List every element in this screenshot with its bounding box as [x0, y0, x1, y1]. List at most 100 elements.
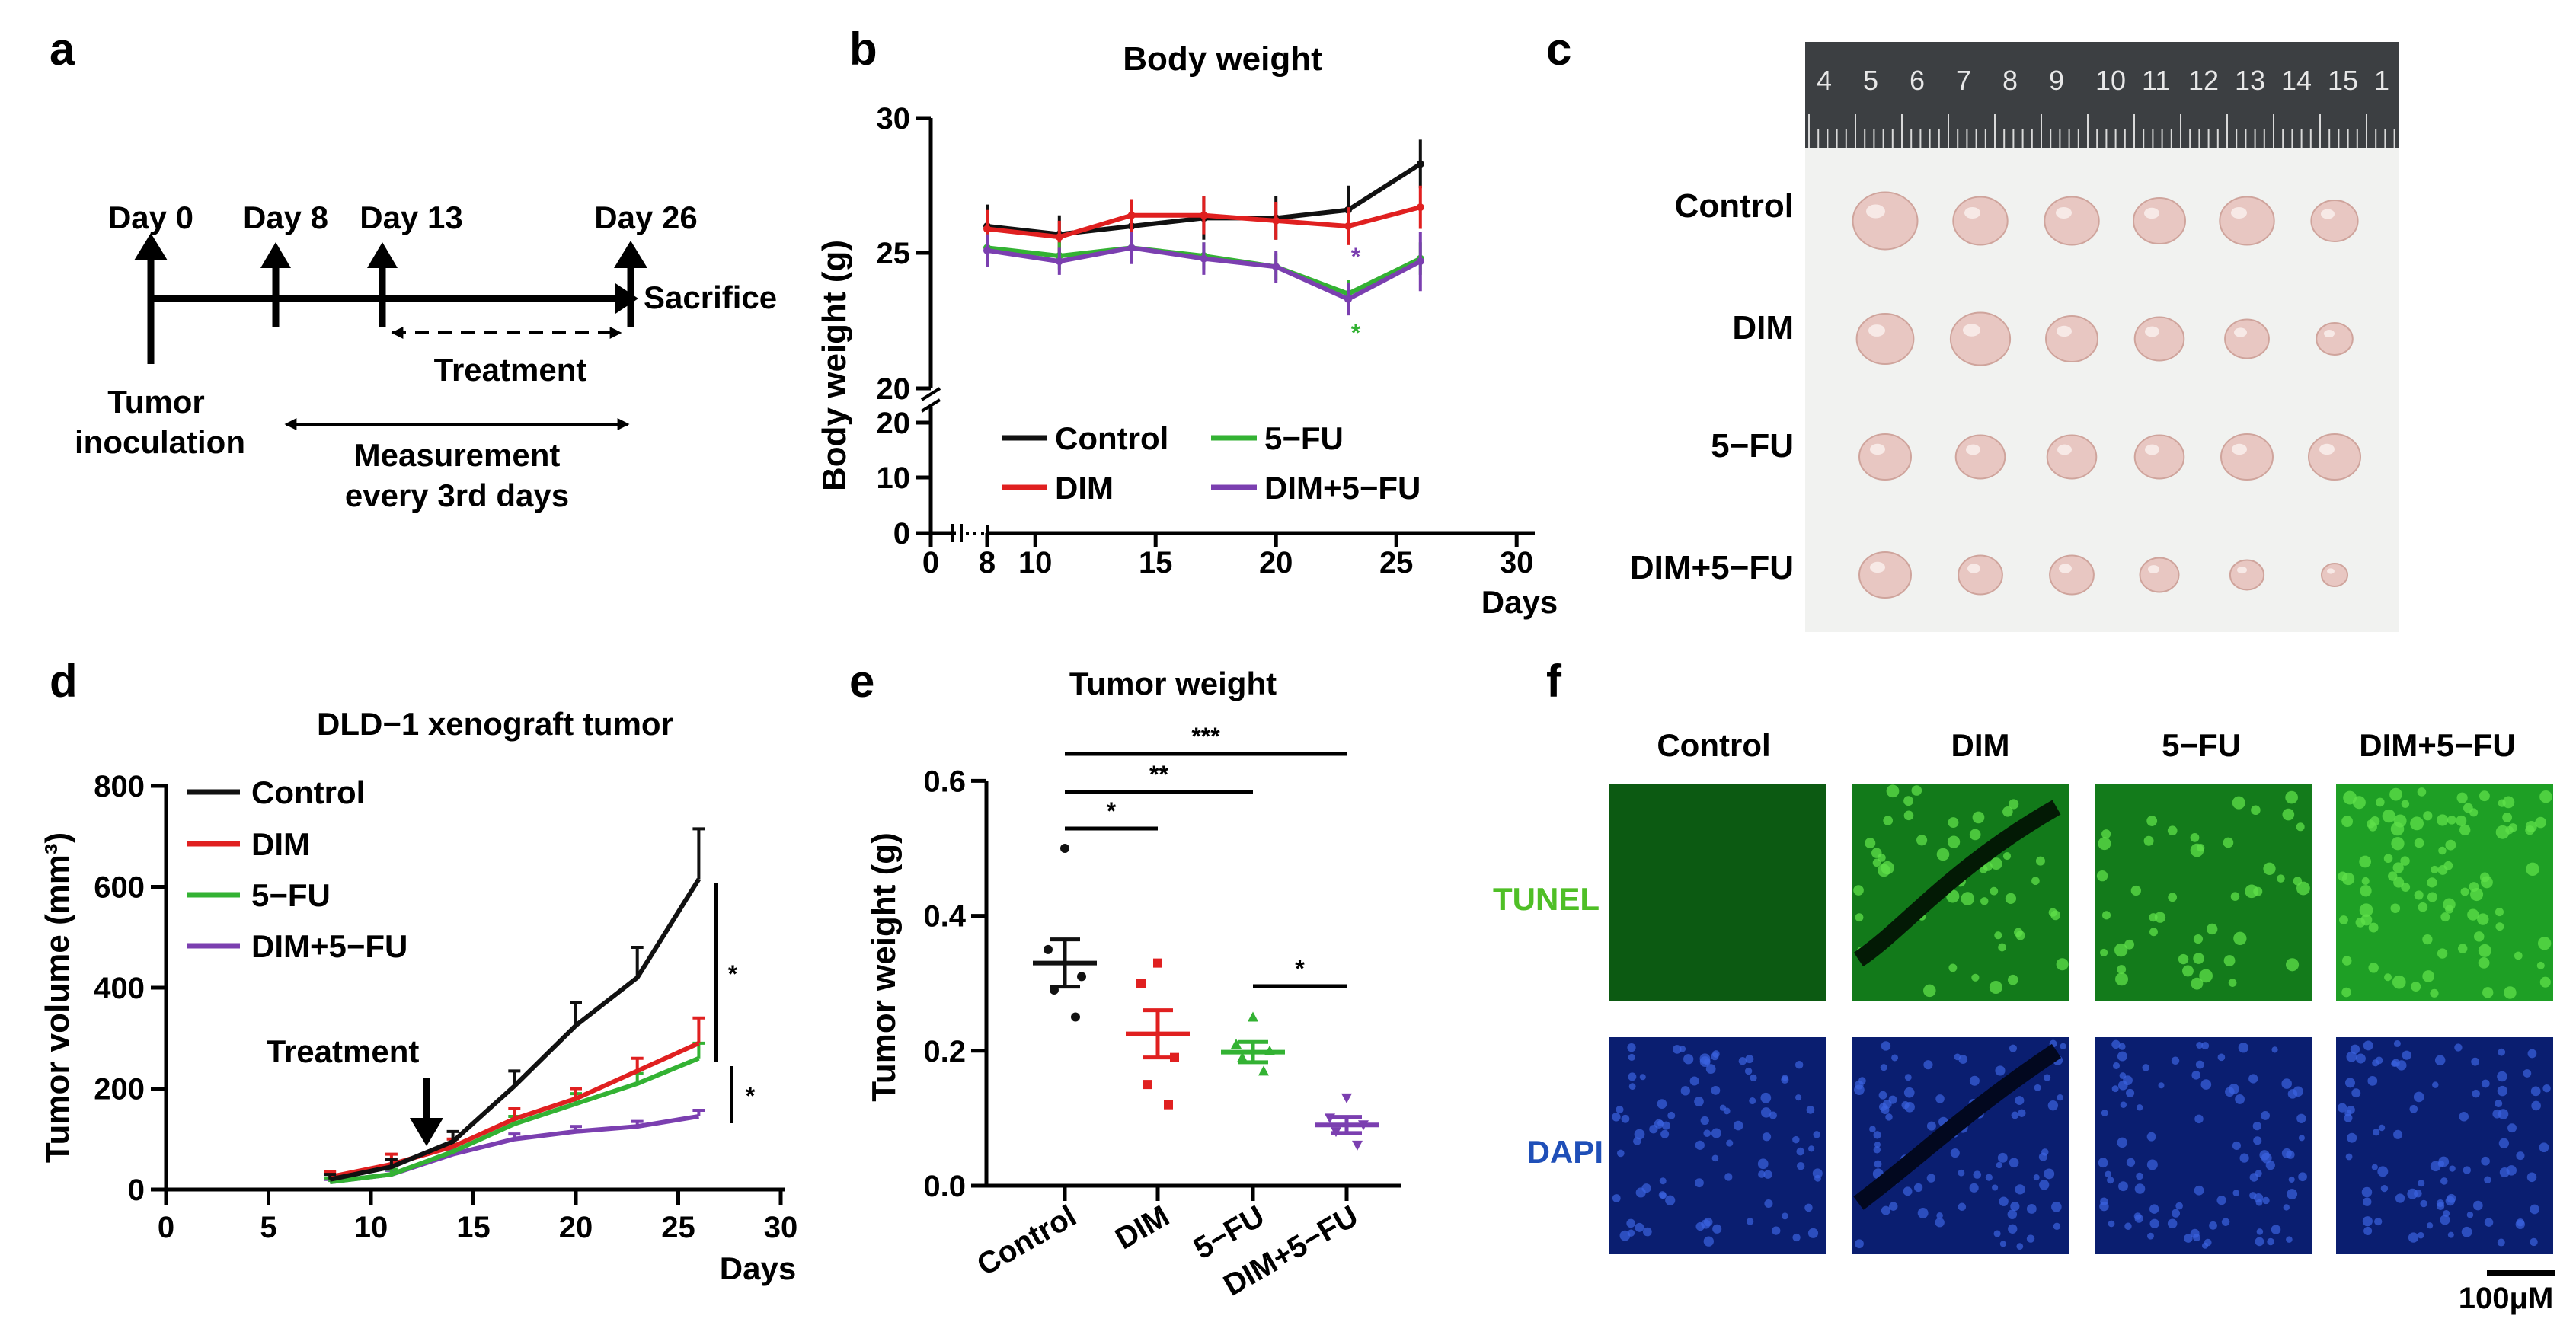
- tumor-highlight: [1868, 324, 1885, 337]
- dapi-nucleus: [1855, 1239, 1864, 1249]
- chart-b-axis-break-icon: [920, 398, 941, 413]
- dapi-nucleus: [2126, 1088, 2135, 1097]
- tunel-cell: [2508, 823, 2518, 832]
- dapi-nucleus: [1695, 1221, 1705, 1231]
- chart-e-point: [1164, 1100, 1173, 1110]
- dapi-nucleus: [2449, 1165, 2456, 1172]
- dapi-nucleus: [1689, 1076, 1699, 1086]
- dapi-nucleus: [1880, 1064, 1887, 1071]
- tunel-cell: [2427, 877, 2437, 888]
- tunel-cell: [1865, 838, 1876, 849]
- tumor-sample: [2321, 563, 2348, 587]
- dapi-nucleus: [1711, 1085, 1721, 1095]
- dapi-nucleus: [1724, 1173, 1733, 1181]
- dapi-nucleus: [2499, 1167, 2510, 1177]
- chart-b-ytick-label: 30: [877, 102, 911, 136]
- dapi-nucleus: [2507, 1123, 2517, 1133]
- chart-b-point: [1272, 263, 1280, 271]
- tumor-highlight: [1870, 443, 1885, 455]
- dapi-nucleus: [2201, 1042, 2210, 1050]
- legend-dim: DIM: [1055, 470, 1114, 506]
- dapi-nucleus: [1792, 1233, 1801, 1242]
- dapi-nucleus: [2530, 1086, 2541, 1097]
- tunel-cell: [2495, 908, 2504, 917]
- dapi-nucleus: [2420, 1199, 2427, 1208]
- tunel-cell: [2383, 854, 2393, 864]
- panel-label-b: b: [849, 24, 877, 75]
- tunel-cell: [1903, 810, 1914, 821]
- dapi-nucleus: [2498, 1048, 2506, 1056]
- dapi-nucleus: [2530, 1237, 2538, 1247]
- tunel-cell: [2223, 955, 2236, 966]
- dapi-nucleus: [2253, 1136, 2262, 1145]
- ruler-number: 15: [2328, 65, 2358, 96]
- dapi-nucleus: [2060, 1043, 2066, 1049]
- ruler-number: 11: [2142, 65, 2170, 96]
- dapi-nucleus: [2146, 1159, 2158, 1170]
- dapi-nucleus: [2026, 1234, 2035, 1243]
- tunel-cell: [2392, 862, 2404, 873]
- chart-b-point: [1055, 257, 1063, 266]
- dapi-nucleus: [2466, 1212, 2474, 1218]
- dapi-nucleus: [2296, 1113, 2306, 1123]
- tunel-cell: [2099, 948, 2108, 957]
- dapi-nucleus: [2018, 1109, 2026, 1117]
- dapi-nucleus: [2484, 1176, 2491, 1183]
- tunel-cell: [2370, 816, 2380, 826]
- tumor-sample: [1949, 311, 2012, 366]
- dapi-nucleus: [2375, 1056, 2383, 1065]
- tunel-cell: [2478, 956, 2490, 969]
- dapi-nucleus: [2408, 1232, 2419, 1243]
- dapi-nucleus: [1878, 1091, 1887, 1100]
- tunel-cell: [2168, 893, 2178, 902]
- dapi-nucleus: [1679, 1046, 1686, 1052]
- dapi-nucleus: [2105, 1170, 2112, 1178]
- dapi-nucleus: [2136, 1104, 2143, 1111]
- tunel-cell: [2009, 799, 2019, 810]
- dapi-nucleus: [1719, 1104, 1727, 1111]
- dapi-nucleus: [2134, 1214, 2143, 1223]
- tunel-cell: [2504, 986, 2517, 999]
- tunel-cell: [2154, 912, 2166, 923]
- dapi-nucleus: [2523, 1069, 2532, 1078]
- label-tumor: Tumor: [107, 384, 205, 420]
- tunel-cell: [2031, 877, 2040, 886]
- chart-e-point: [1258, 1065, 1269, 1076]
- ruler-number: 6: [1910, 65, 1925, 96]
- tumor-highlight: [2319, 443, 2335, 455]
- tunel-cell: [2005, 893, 2017, 904]
- dapi-nucleus: [1695, 1140, 1705, 1150]
- chart-b-ytick-label: 20: [877, 407, 911, 440]
- tunel-cell: [2460, 887, 2469, 896]
- dapi-nucleus: [1694, 1178, 1704, 1188]
- dapi-nucleus: [2235, 1094, 2245, 1104]
- dapi-nucleus: [2526, 1172, 2537, 1183]
- dapi-nucleus: [1712, 1224, 1722, 1234]
- dapi-nucleus: [2346, 1051, 2357, 1062]
- tunel-cell: [2473, 931, 2485, 942]
- panel-label-d: d: [50, 656, 78, 707]
- tunel-cell: [2002, 851, 2012, 861]
- dapi-nucleus: [1658, 1191, 1667, 1199]
- dapi-nucleus: [2142, 1064, 2150, 1071]
- tunel-cell: [2251, 805, 2261, 816]
- dapi-nucleus: [2172, 1209, 2181, 1218]
- tumor-sample: [1958, 554, 2003, 596]
- chart-b-point: [1416, 257, 1424, 266]
- tunel-cell: [2368, 963, 2379, 973]
- dapi-nucleus: [2249, 1173, 2258, 1182]
- tunel-cell: [2101, 829, 2111, 839]
- panel-label-e: e: [849, 656, 874, 707]
- tunel-cell: [2130, 885, 2141, 896]
- dapi-nucleus: [2373, 1129, 2380, 1136]
- tumor-volume-chart: DLD−1 xenograft tumor Tumor volume (mm³)…: [39, 706, 797, 1286]
- dapi-nucleus: [2531, 1100, 2541, 1111]
- dapi-nucleus: [1874, 1160, 1882, 1168]
- chart-b-axis-break-icon: [920, 387, 941, 401]
- dapi-nucleus: [1661, 1121, 1670, 1130]
- tunel-cell: [1994, 931, 2002, 940]
- tunel-cell: [2423, 811, 2433, 821]
- tunel-cell: [2400, 856, 2410, 866]
- tunel-cell: [2482, 987, 2494, 998]
- dapi-nucleus: [2530, 1204, 2539, 1215]
